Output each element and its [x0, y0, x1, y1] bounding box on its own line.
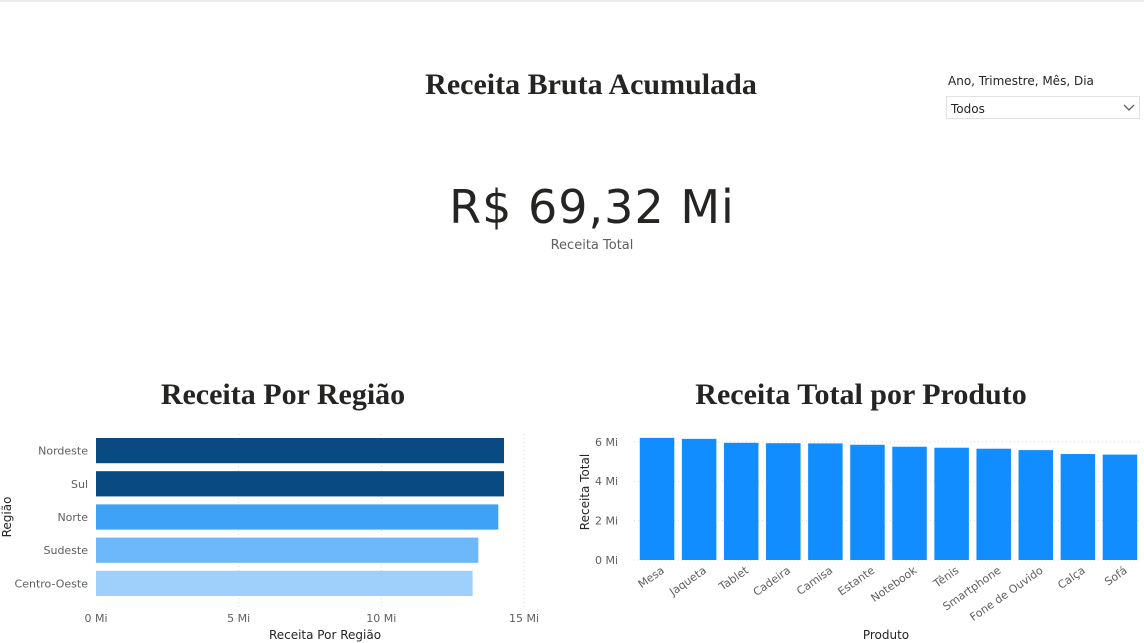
chevron-down-icon[interactable] — [1122, 100, 1136, 114]
region-x-tick-label: 15 Mi — [509, 612, 539, 625]
product-x-axis-title: Produto — [863, 628, 909, 642]
product-bar[interactable] — [1102, 454, 1138, 560]
region-y-tick-label: Norte — [57, 511, 88, 524]
product-bar[interactable] — [808, 443, 843, 560]
date-slicer-value: Todos — [951, 102, 985, 116]
kpi-label: Receita Total — [550, 238, 634, 253]
product-x-tick-label: Calça — [1055, 564, 1087, 592]
product-bar[interactable] — [766, 443, 801, 560]
product-x-tick-label: Cadeira — [751, 564, 793, 599]
page-title: Receita Bruta Acumulada — [425, 68, 757, 101]
date-slicer-dropdown[interactable]: Todos — [946, 96, 1140, 119]
kpi-value: R$ 69,32 Mi — [449, 180, 735, 234]
product-x-tick-label: Fone de Ouvido — [968, 564, 1046, 624]
product-bar-chart[interactable]: 0 Mi 2 Mi 4 Mi 6 Mi Mesa Jaqueta Tablet Cadeira… — [570, 420, 1144, 643]
region-y-axis-title: Região — [0, 497, 14, 538]
product-bar[interactable] — [639, 437, 675, 560]
product-x-tick-label: Jaqueta — [666, 564, 708, 599]
product-bar[interactable] — [1018, 450, 1054, 560]
region-x-tick-label: 0 Mi — [84, 612, 107, 625]
product-x-tick-label: Tablet — [716, 563, 752, 593]
product-y-tick-label: 4 Mi — [595, 475, 618, 488]
product-x-tick-label: Camisa — [794, 564, 835, 598]
product-bar[interactable] — [1060, 454, 1096, 560]
region-x-tick-label: 10 Mi — [366, 612, 396, 625]
region-x-axis-title: Receita Por Região — [269, 628, 381, 642]
region-y-tick-label: Nordeste — [38, 445, 88, 458]
product-bar[interactable] — [850, 444, 885, 560]
product-x-tick-label: Sofá — [1102, 564, 1129, 589]
product-bar[interactable] — [681, 438, 717, 560]
product-bar[interactable] — [723, 442, 759, 560]
region-y-tick-label: Sul — [71, 478, 88, 491]
region-bar[interactable] — [96, 504, 499, 530]
product-y-axis-title: Receita Total — [578, 454, 592, 530]
top-divider — [0, 0, 1144, 2]
product-y-tick-label: 6 Mi — [595, 436, 618, 449]
product-x-tick-label: Notebook — [869, 563, 920, 604]
region-bar[interactable] — [96, 437, 505, 464]
date-slicer-label: Ano, Trimestre, Mês, Dia — [948, 74, 1094, 88]
product-y-tick-label: 2 Mi — [595, 515, 618, 528]
region-bar[interactable] — [96, 570, 473, 597]
product-chart-title: Receita Total por Produto — [695, 378, 1027, 411]
product-x-tick-label: Mesa — [636, 564, 667, 591]
product-y-tick-label: 0 Mi — [595, 554, 618, 567]
region-x-tick-label: 5 Mi — [227, 612, 250, 625]
region-bar[interactable] — [96, 537, 479, 563]
region-chart-title: Receita Por Região — [160, 378, 406, 411]
region-bar[interactable] — [96, 471, 505, 497]
product-x-tick-label: Tênis — [930, 564, 961, 591]
region-y-tick-label: Centro-Oeste — [15, 577, 89, 590]
product-bar[interactable] — [934, 447, 969, 560]
region-bar-chart[interactable]: 0 Mi 5 Mi 10 Mi 15 Mi Nordeste Sul Norte Sudest… — [0, 420, 560, 643]
product-bar[interactable] — [976, 448, 1011, 560]
product-bar[interactable] — [892, 446, 927, 560]
region-y-tick-label: Sudeste — [43, 544, 88, 557]
